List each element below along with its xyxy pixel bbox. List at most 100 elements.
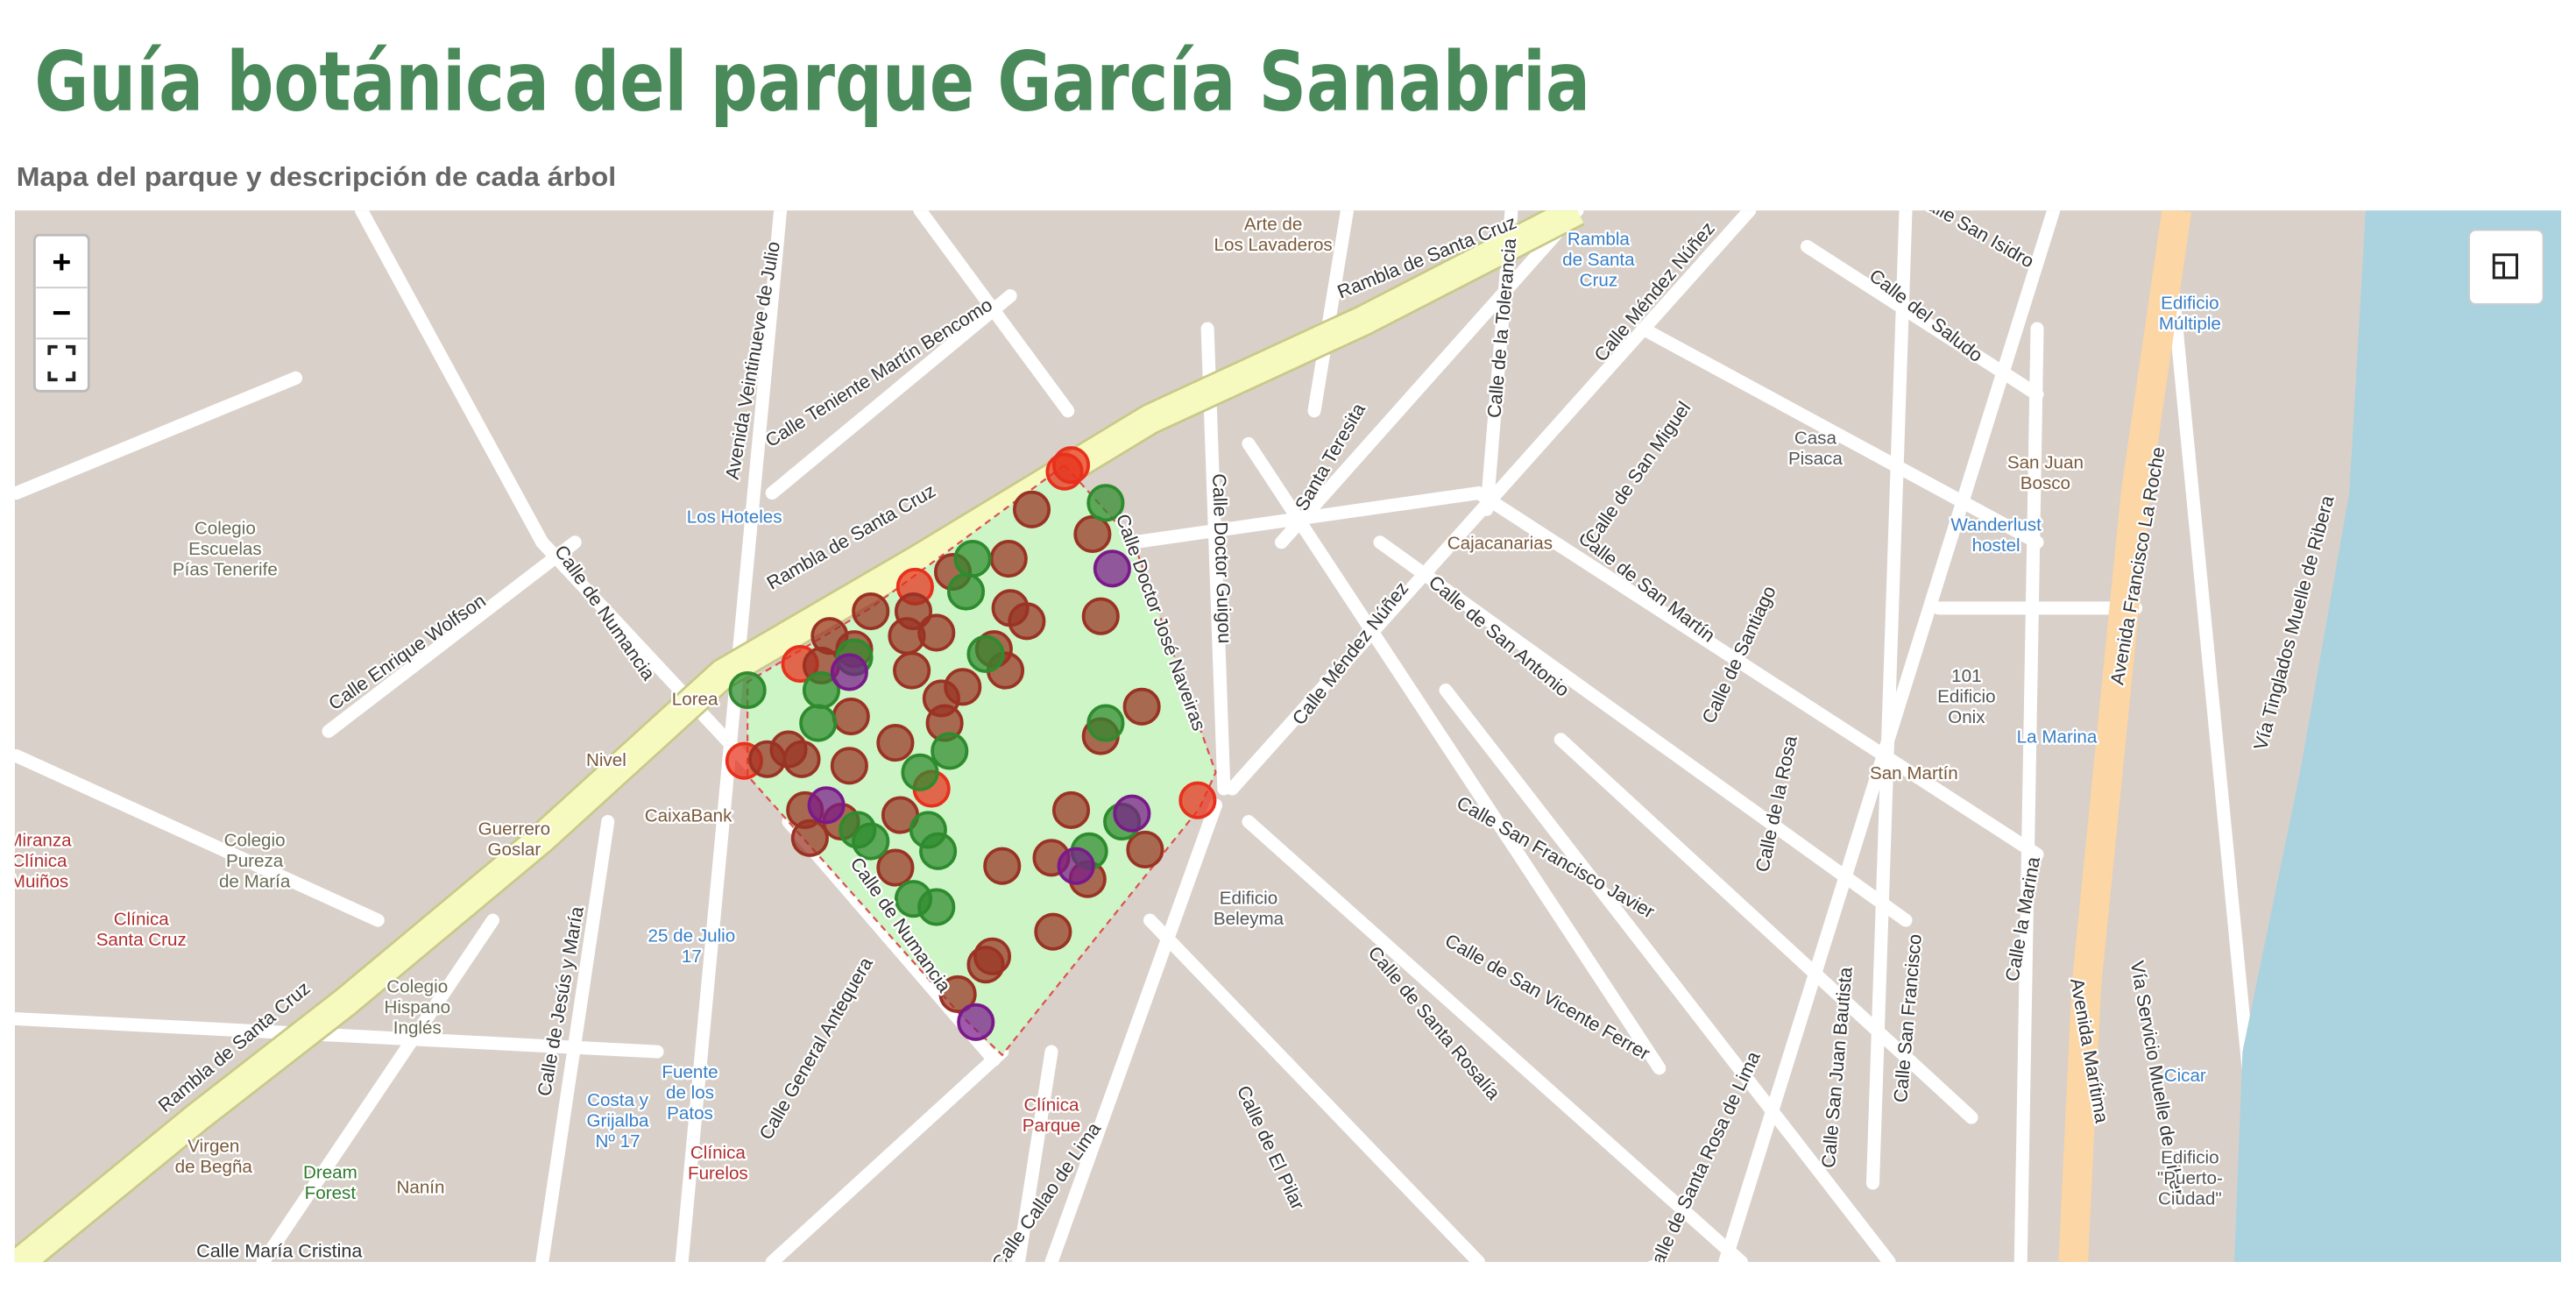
poi-label-line: Fuente <box>662 1062 718 1082</box>
tree-marker[interactable] <box>966 946 1005 984</box>
tree-marker[interactable] <box>790 819 829 857</box>
poi-label-line: Virgen <box>188 1136 239 1156</box>
poi-label-line: de María <box>219 872 291 892</box>
fullscreen-button[interactable] <box>47 344 76 382</box>
poi-label: Clínica Santa Cruz <box>96 910 187 950</box>
tree-marker[interactable] <box>769 730 808 769</box>
tree-marker[interactable] <box>1034 912 1072 951</box>
tree-marker[interactable] <box>953 540 992 578</box>
poi-label: Cajacanarias <box>1447 533 1553 553</box>
tree-marker[interactable] <box>1081 597 1120 635</box>
tree-marker[interactable] <box>1122 687 1161 726</box>
tree-marker[interactable] <box>832 698 870 736</box>
poi-label-line: Escuelas <box>188 539 262 559</box>
tree-marker[interactable] <box>852 592 890 631</box>
tree-marker[interactable] <box>799 704 838 742</box>
poi-label-line: San Martín <box>1870 763 1958 783</box>
tree-marker[interactable] <box>1113 794 1151 833</box>
page-subtitle: Mapa del parque y descripción de cada ár… <box>17 161 616 192</box>
poi-label-line: 101 <box>1951 666 1981 686</box>
poi-label-line: 17 <box>682 946 702 967</box>
tree-marker[interactable] <box>917 888 956 926</box>
poi-label: San Martín <box>1870 763 1958 783</box>
tree-marker[interactable] <box>1073 514 1112 553</box>
poi-label-line: Ciudad" <box>2158 1188 2222 1208</box>
road <box>1143 913 1485 1263</box>
tree-marker[interactable] <box>901 753 939 791</box>
tree-marker[interactable] <box>728 671 767 710</box>
tree-marker[interactable] <box>989 540 1028 578</box>
poi-label-line: San Juan <box>2007 452 2084 472</box>
tree-marker[interactable] <box>839 811 877 849</box>
road <box>2013 322 2044 1263</box>
tree-marker[interactable] <box>931 732 969 770</box>
tree-marker[interactable] <box>966 634 1005 673</box>
tree-marker[interactable] <box>938 975 977 1013</box>
poi-label-line: 25 de Julio <box>648 925 736 946</box>
tree-marker[interactable] <box>917 613 956 652</box>
zoom-in[interactable]: + <box>52 243 71 280</box>
poi-label: Dream Forest <box>303 1162 357 1202</box>
poi-label: Edificio Múltiple <box>2159 294 2221 334</box>
poi-label: Wanderlust hostel <box>1950 515 2042 556</box>
poi-label-line: Muiños <box>11 872 68 892</box>
poi-label-line: Guerrero <box>478 819 550 840</box>
road <box>1307 210 1354 418</box>
poi-label: Miranza Clínica Muiños <box>7 831 72 892</box>
tree-marker[interactable] <box>1008 602 1046 641</box>
tree-marker[interactable] <box>1012 490 1051 528</box>
tree-marker[interactable] <box>919 832 958 870</box>
poi-label-line: Colegio <box>195 518 256 538</box>
street-label: Calle María Cristina <box>196 1239 362 1261</box>
poi-label: Rambla de Santa Cruz <box>1562 229 1635 290</box>
poi-label-line: Hispano <box>384 997 450 1017</box>
road <box>1439 684 1896 1263</box>
tree-marker[interactable] <box>876 848 915 887</box>
tree-marker[interactable] <box>1178 781 1217 819</box>
road <box>765 289 1017 500</box>
poi-label: Arte de Los Lavaderos <box>1214 215 1333 255</box>
tree-marker[interactable] <box>957 1003 995 1041</box>
tree-marker[interactable] <box>1051 446 1091 485</box>
poi-label-line: Edificio <box>1937 687 1995 707</box>
tree-marker[interactable] <box>876 724 915 762</box>
tree-markers <box>725 446 1217 1041</box>
tree-marker[interactable] <box>1086 484 1125 522</box>
tree-marker[interactable] <box>1051 790 1091 829</box>
poi-label-line: Pisaca <box>1788 449 1843 469</box>
road <box>1242 815 1748 1263</box>
poi-label-line: Colegio <box>386 977 448 997</box>
page-title: Guía botánica del parque García Sanabria <box>34 35 1590 131</box>
road <box>14 1012 664 1059</box>
poi-label-line: Edificio <box>1220 888 1277 908</box>
tree-marker[interactable] <box>830 747 868 785</box>
poi-label: San Juan Bosco <box>2007 452 2084 493</box>
tree-marker[interactable] <box>946 572 986 611</box>
poi-label: Costa y Grijalba Nº 17 <box>586 1090 649 1152</box>
poi-label-line: Cajacanarias <box>1447 533 1553 553</box>
poi-label-line: de Begña <box>175 1157 253 1177</box>
road <box>322 535 582 738</box>
layer-box[interactable] <box>2468 229 2544 305</box>
tree-marker[interactable] <box>1086 704 1125 742</box>
poi-label-line: Bosco <box>2020 473 2070 493</box>
tree-marker[interactable] <box>893 651 931 690</box>
tree-marker[interactable] <box>983 847 1022 885</box>
zoom-control: + − <box>32 233 90 393</box>
poi-label-line: Casa <box>1794 428 1837 448</box>
tree-marker[interactable] <box>802 671 841 710</box>
poi-label: Edificio Beleyma <box>1214 888 1284 928</box>
tree-marker[interactable] <box>830 653 868 691</box>
tree-marker[interactable] <box>1126 830 1164 868</box>
layer-control[interactable] <box>2468 229 2544 305</box>
tree-marker[interactable] <box>1093 549 1131 588</box>
tree-marker[interactable] <box>807 786 846 825</box>
poi-label: Edificio "Puerto-Ciudad" <box>2157 1148 2223 1209</box>
road <box>256 913 499 1263</box>
zoom-out[interactable]: − <box>52 294 71 330</box>
poi-label: Fuente de los Patos <box>662 1062 718 1123</box>
tree-marker[interactable] <box>1057 847 1095 885</box>
poi-label: Nanín <box>397 1177 445 1197</box>
